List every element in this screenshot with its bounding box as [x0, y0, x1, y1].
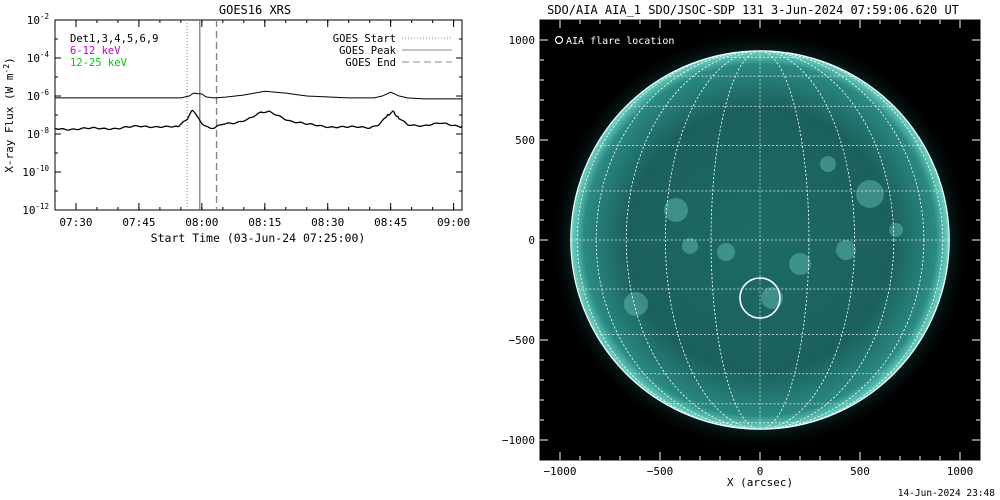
goes-x-tick-label: 09:00 [437, 216, 470, 229]
aia-x-axis-label: X (arcsec) [727, 476, 793, 489]
goes-x-tick-label: 07:30 [59, 216, 92, 229]
goes-x-tick-label: 08:00 [185, 216, 218, 229]
aia-legend-marker-icon [554, 35, 564, 45]
flare-location-marker [739, 277, 781, 319]
goes-legend-detector-label: 6-12 keV [70, 45, 121, 57]
goes-y-tick-label: 10-12 [22, 202, 49, 217]
aia-y-axis: 1000 500 0 −500 −1000 [502, 34, 980, 447]
active-region-glow [717, 243, 735, 261]
solar-disk-texture [624, 156, 903, 316]
active-region-glow [761, 287, 783, 309]
aia-chart-title: SDO/AIA AIA_1 SDO/JSOC-SDP 131 3-Jun-202… [547, 3, 959, 17]
aia-legend: AIA flare location [554, 35, 674, 47]
aia-image-chart: SDO/AIA AIA_1 SDO/JSOC-SDP 131 3-Jun-202… [502, 3, 981, 489]
active-region-glow [820, 156, 836, 172]
goes-y-tick-label: 10-2 [27, 12, 49, 27]
active-region-glow [624, 292, 648, 316]
grid-longitude-line [625, 50, 895, 430]
grid-longitude-line [576, 50, 944, 430]
goes-series-line [54, 109, 463, 131]
active-region-glow [889, 223, 903, 237]
aia-x-tick-label: 1000 [947, 465, 974, 478]
aia-x-tick-label: 500 [850, 465, 870, 478]
goes-x-tick-label: 08:45 [374, 216, 407, 229]
goes-x-tick-label: 07:45 [122, 216, 155, 229]
goes-y-tick-label: 10-6 [27, 88, 50, 103]
aia-x-tick-label: −1000 [543, 465, 576, 478]
goes-y-tick-label: 10-10 [22, 164, 49, 179]
goes-legend-event-label: GOES End [345, 57, 396, 69]
active-region-glow [664, 198, 688, 222]
goes-x-axis-label: Start Time (03-Jun-24 07:25:00) [151, 231, 366, 245]
footer-timestamp: 14-Jun-2024 23:48 [898, 488, 996, 499]
goes-y-axis-label: X-ray Flux (W m-2) [2, 57, 16, 173]
active-region-glow [856, 180, 884, 208]
aia-x-axis: −1000 −500 0 500 1000 [543, 20, 973, 478]
goes-y-axis: 10-2 10-4 10-6 10-8 10-10 10-12 [22, 12, 462, 217]
goes-series-lines [54, 90, 463, 131]
goes-chart-title: GOES16 XRS [219, 3, 291, 17]
aia-y-tick-label: 0 [528, 234, 535, 247]
goes-y-tick-label: 10-8 [27, 126, 50, 141]
aia-y-tick-label: 500 [515, 134, 535, 147]
aia-legend-label: AIA flare location [566, 36, 674, 47]
active-region-glow [682, 238, 698, 254]
goes-legend-event-label: GOES Start [333, 33, 396, 45]
goes-legend-detector-label: Det1,3,4,5,6,9 [70, 33, 159, 45]
grid-longitude-line [665, 50, 855, 430]
heliographic-grid [570, 50, 950, 430]
aia-y-tick-label: −500 [509, 334, 536, 347]
goes-legend-event-label: GOES Peak [339, 45, 397, 57]
aia-y-tick-label: −1000 [502, 434, 535, 447]
goes-x-tick-label: 08:15 [248, 216, 281, 229]
solar-limb [570, 50, 950, 430]
goes-legend-detector-label: 12-25 keV [70, 57, 128, 69]
goes-x-axis: 07:30 07:45 08:00 08:15 08:30 08:45 09:00 [54, 20, 470, 229]
goes-event-lines [186, 20, 218, 210]
active-region-glow [836, 240, 856, 260]
goes-x-tick-label: 08:30 [311, 216, 344, 229]
aia-x-tick-label: 0 [757, 465, 764, 478]
goes-xrs-chart: GOES16 XRS 10-2 10-4 10-6 10-8 10-10 10-12 07… [2, 3, 470, 245]
grid-longitude-line [710, 50, 810, 430]
goes-series-line [55, 90, 462, 100]
aia-x-tick-label: −500 [647, 465, 674, 478]
aia-y-tick-label: 1000 [509, 34, 536, 47]
active-region-glow [789, 253, 811, 275]
goes-y-tick-label: 10-4 [27, 50, 50, 65]
